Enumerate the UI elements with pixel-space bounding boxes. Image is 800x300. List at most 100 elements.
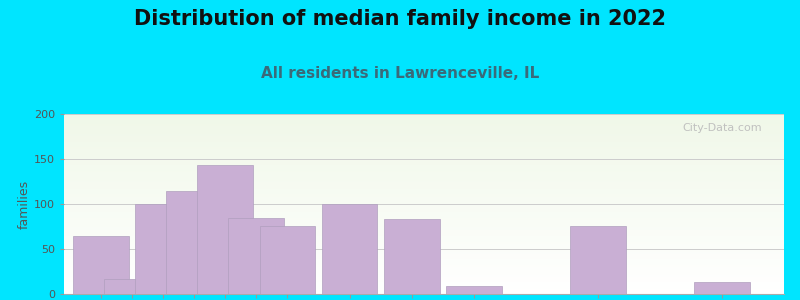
Bar — [64, 127, 784, 128]
Bar — [64, 157, 784, 158]
Bar — [64, 135, 784, 136]
Bar — [64, 133, 784, 134]
Bar — [64, 145, 784, 146]
Bar — [64, 262, 784, 263]
Bar — [64, 200, 784, 201]
Bar — [64, 183, 784, 184]
Bar — [446, 286, 502, 294]
Bar — [64, 119, 784, 120]
Bar — [64, 164, 784, 165]
Bar — [64, 204, 784, 205]
Bar — [64, 184, 784, 185]
Bar — [64, 125, 784, 126]
Bar — [64, 178, 784, 179]
Bar — [64, 161, 784, 162]
Bar — [64, 166, 784, 167]
Bar — [64, 198, 784, 199]
Bar — [259, 226, 315, 294]
Bar — [64, 226, 784, 227]
Bar — [64, 254, 784, 255]
Bar — [64, 175, 784, 176]
Bar — [64, 217, 784, 218]
Text: City-Data.com: City-Data.com — [682, 123, 762, 133]
Bar — [64, 149, 784, 150]
Bar — [64, 165, 784, 166]
Bar — [64, 266, 784, 267]
Bar — [64, 124, 784, 125]
Bar — [64, 180, 784, 181]
Bar — [64, 269, 784, 270]
Bar — [64, 151, 784, 152]
Bar — [64, 138, 784, 139]
Bar — [64, 134, 784, 135]
Bar — [64, 170, 784, 171]
Bar — [64, 243, 784, 244]
Bar — [64, 167, 784, 168]
Bar — [64, 251, 784, 252]
Bar — [64, 225, 784, 226]
Bar — [64, 143, 784, 144]
Bar — [64, 264, 784, 265]
Bar — [166, 190, 222, 294]
Bar — [64, 115, 784, 116]
Bar — [64, 168, 784, 169]
Bar — [64, 139, 784, 140]
Bar — [64, 130, 784, 131]
Bar — [64, 273, 784, 274]
Bar — [64, 230, 784, 231]
Bar — [64, 159, 784, 160]
Bar — [64, 250, 784, 251]
Bar — [64, 199, 784, 200]
Bar — [104, 279, 160, 294]
Bar — [64, 193, 784, 194]
Bar — [64, 256, 784, 257]
Text: Distribution of median family income in 2022: Distribution of median family income in … — [134, 9, 666, 29]
Bar — [64, 116, 784, 117]
Bar — [64, 279, 784, 280]
Bar — [64, 287, 784, 288]
Bar — [64, 216, 784, 217]
Bar — [64, 136, 784, 137]
Bar — [64, 210, 784, 211]
Bar — [64, 280, 784, 281]
Bar — [64, 207, 784, 208]
Bar — [64, 292, 784, 293]
Bar — [64, 171, 784, 172]
Bar — [229, 218, 284, 294]
Bar — [64, 293, 784, 294]
Bar — [64, 122, 784, 123]
Bar — [64, 155, 784, 156]
Bar — [64, 236, 784, 237]
Bar — [694, 282, 750, 294]
Bar — [64, 203, 784, 204]
Bar — [64, 270, 784, 271]
Bar — [64, 259, 784, 260]
Bar — [64, 241, 784, 242]
Bar — [64, 255, 784, 256]
Bar — [64, 291, 784, 292]
Bar — [64, 141, 784, 142]
Bar — [64, 261, 784, 262]
Bar — [64, 194, 784, 195]
Bar — [64, 276, 784, 277]
Bar — [64, 131, 784, 132]
Bar — [64, 150, 784, 151]
Bar — [64, 245, 784, 246]
Bar — [64, 152, 784, 153]
Bar — [64, 146, 784, 147]
Bar — [64, 212, 784, 213]
Bar — [64, 244, 784, 245]
Bar — [64, 137, 784, 138]
Bar — [64, 195, 784, 196]
Bar — [64, 132, 784, 133]
Bar — [64, 219, 784, 220]
Bar — [64, 284, 784, 285]
Bar — [64, 188, 784, 189]
Bar — [322, 204, 378, 294]
Bar — [64, 162, 784, 163]
Bar — [64, 220, 784, 221]
Bar — [64, 213, 784, 214]
Bar — [64, 177, 784, 178]
Bar — [64, 158, 784, 159]
Bar — [64, 224, 784, 225]
